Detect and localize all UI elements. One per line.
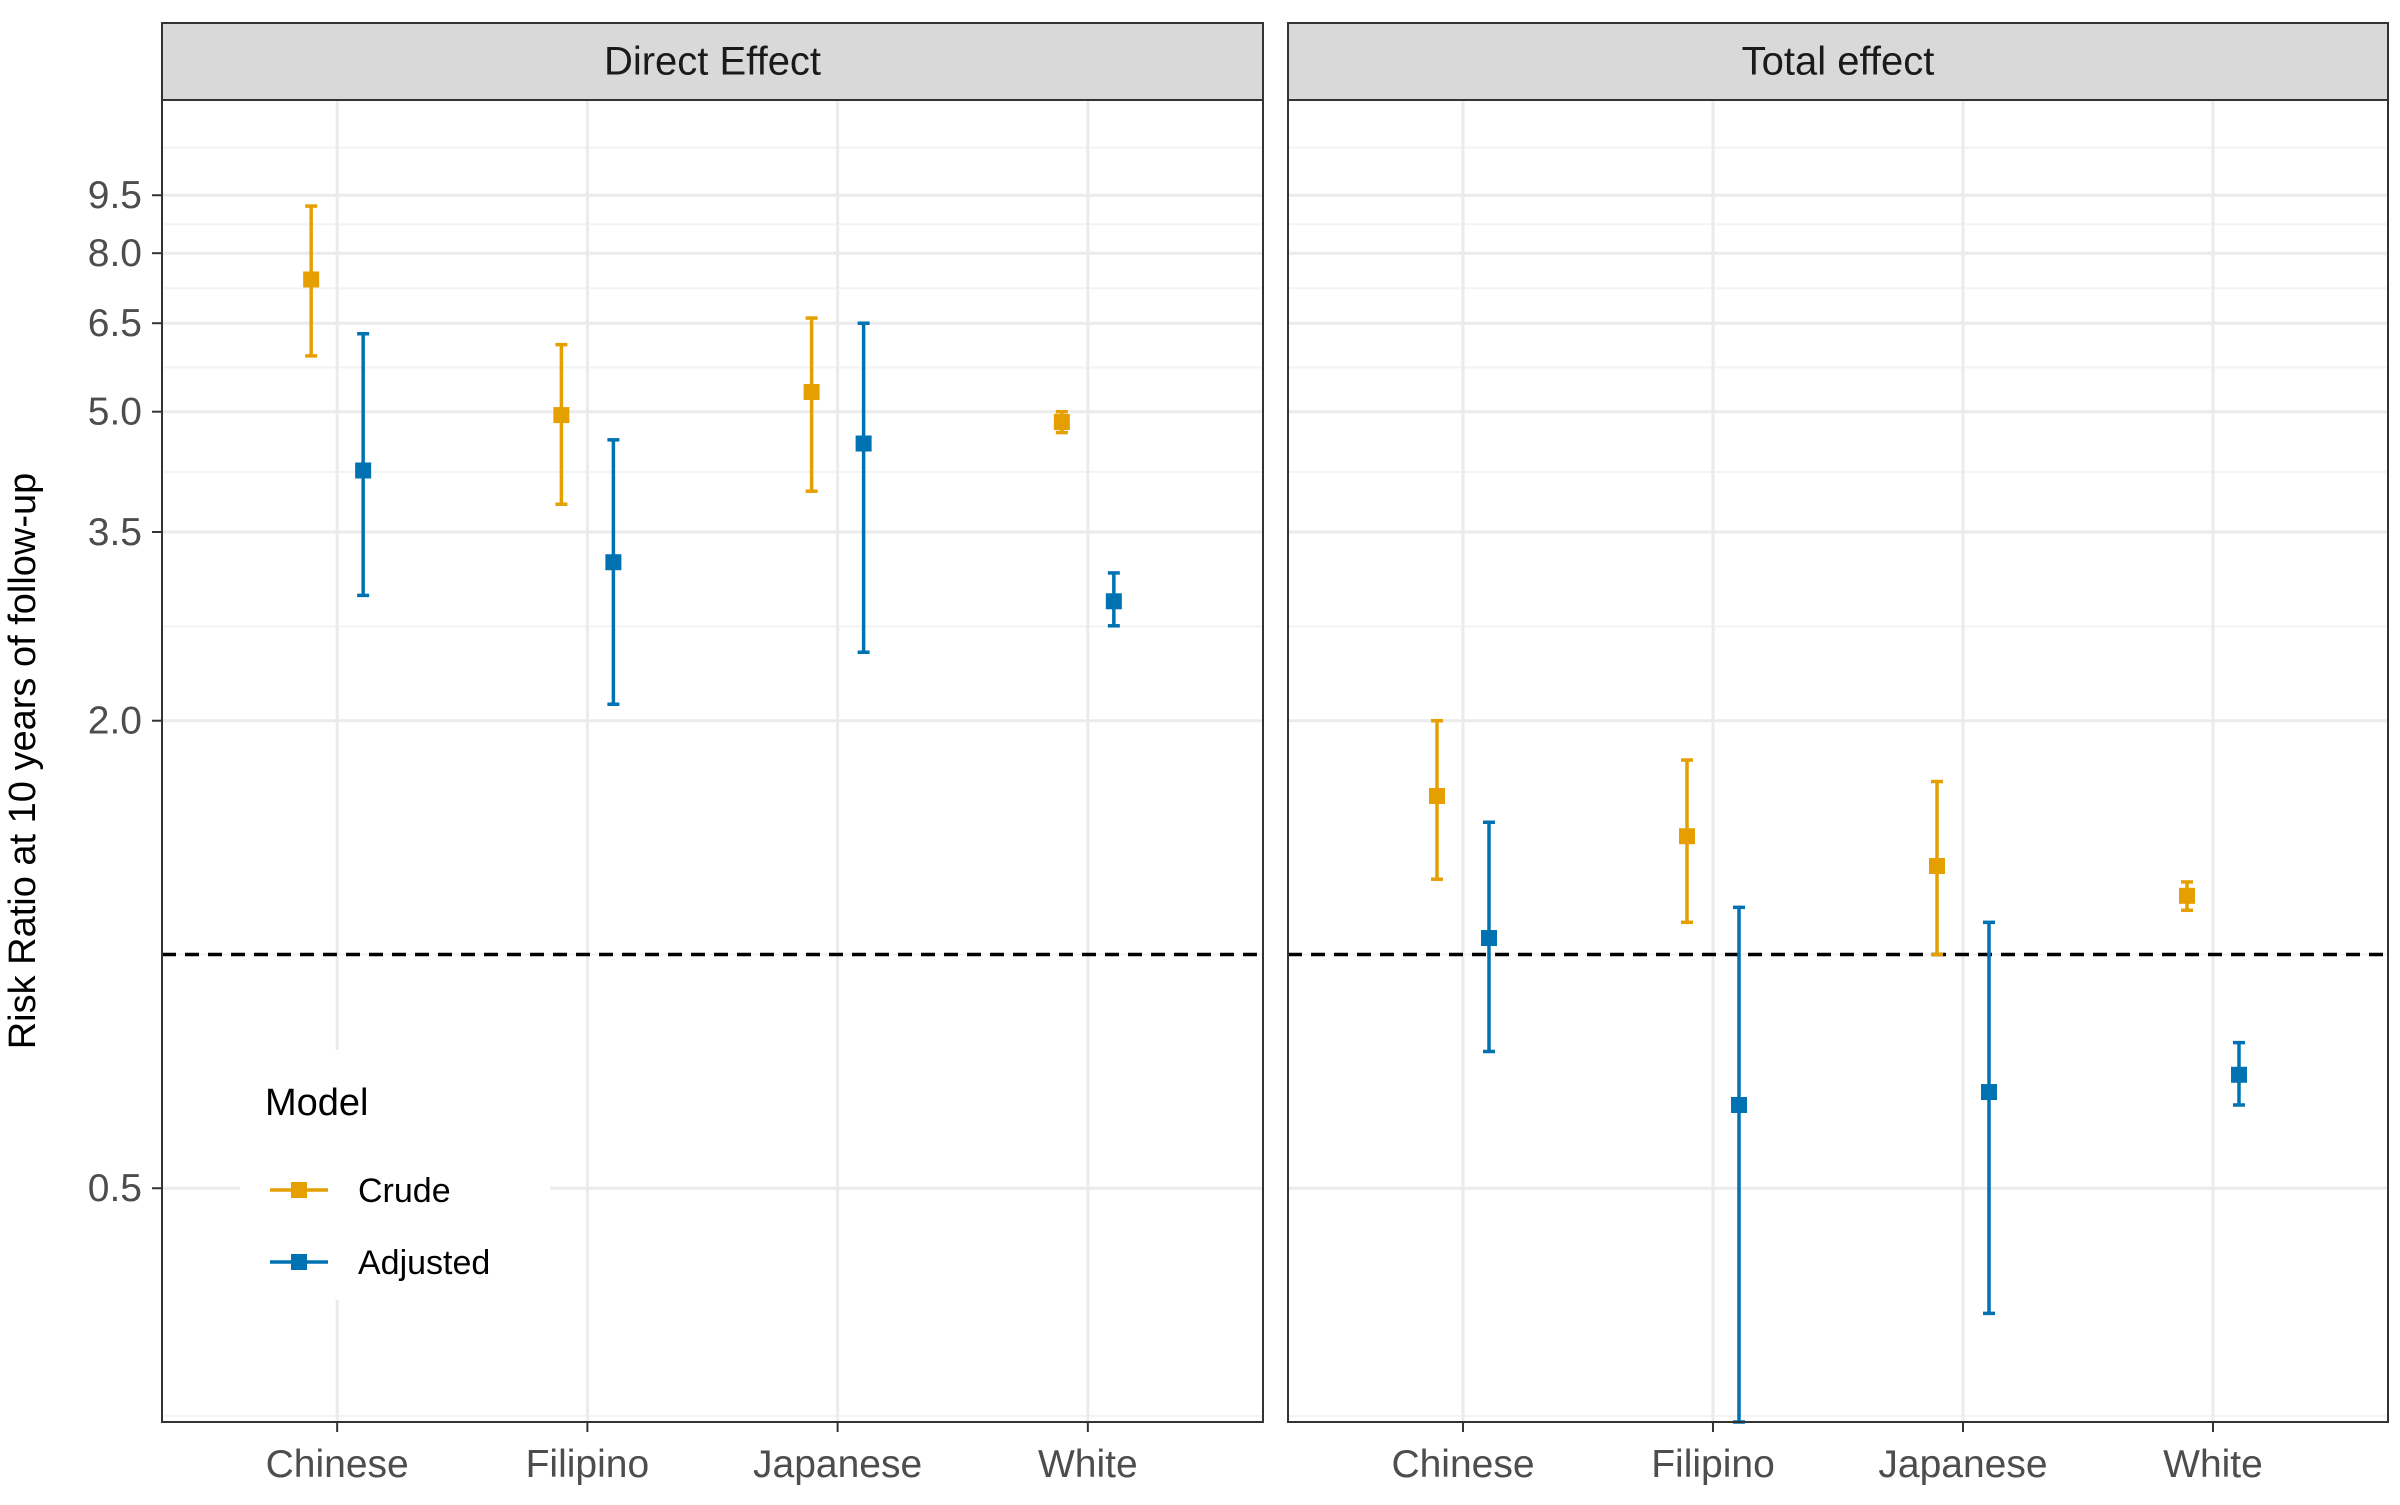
x-tick-label: White: [1038, 1443, 1138, 1486]
point-adjusted-japanese: [855, 435, 872, 452]
panel-border: [1287, 99, 2389, 1423]
facet-title: Total effect: [1742, 40, 1935, 84]
y-tick-label: 6.5: [88, 302, 142, 345]
point-crude-chinese: [303, 271, 320, 288]
x-tick-label: Chinese: [266, 1443, 409, 1486]
legend-key-marker: [291, 1254, 307, 1270]
y-tick-label: 0.5: [88, 1167, 142, 1210]
facet-strip: [1287, 22, 2389, 101]
x-tick-label: Chinese: [1391, 1443, 1534, 1486]
x-tick-label: Filipino: [1651, 1443, 1775, 1486]
facet-strip: [161, 22, 1264, 101]
point-adjusted-filipino: [605, 554, 622, 571]
y-tick-label: 5.0: [88, 391, 142, 434]
panel-1: Direct Effect Chinese Filipino Japanese Whit…: [161, 22, 1264, 1486]
x-tick-label: White: [2163, 1443, 2263, 1486]
panel-2: Total effect Chinese Filipino Japanese White: [1287, 22, 2389, 1486]
point-adjusted-chinese: [355, 462, 372, 479]
point-adjusted-japanese: [1981, 1084, 1997, 1101]
point-crude-filipino: [553, 407, 570, 424]
legend-label: Crude: [358, 1172, 451, 1210]
point-crude-white: [2179, 887, 2195, 904]
x-tick-label: Japanese: [1878, 1443, 2047, 1486]
point-crude-white: [1053, 413, 1070, 430]
point-adjusted-white: [1105, 593, 1122, 610]
legend-title: Model: [265, 1082, 369, 1124]
facet-title: Direct Effect: [604, 40, 821, 84]
point-adjusted-filipino: [1731, 1096, 1747, 1113]
y-tick-label: 3.5: [88, 511, 142, 554]
legend-label: Adjusted: [358, 1244, 490, 1282]
point-adjusted-chinese: [1481, 930, 1497, 947]
x-tick-label: Japanese: [753, 1443, 922, 1486]
point-crude-chinese: [1429, 787, 1445, 804]
legend: Model Crude Adjusted: [240, 1050, 550, 1300]
point-adjusted-white: [2231, 1066, 2247, 1083]
legend-key-marker: [291, 1182, 307, 1198]
y-axis-title: Risk Ratio at 10 years of follow-up: [2, 473, 44, 1050]
y-tick-label: 2.0: [88, 700, 142, 743]
point-crude-filipino: [1679, 828, 1695, 845]
x-tick-label: Filipino: [526, 1443, 650, 1486]
point-crude-japanese: [803, 384, 820, 401]
y-tick-label: 9.5: [88, 174, 142, 217]
y-tick-label: 8.0: [88, 232, 142, 275]
point-crude-japanese: [1929, 857, 1945, 874]
